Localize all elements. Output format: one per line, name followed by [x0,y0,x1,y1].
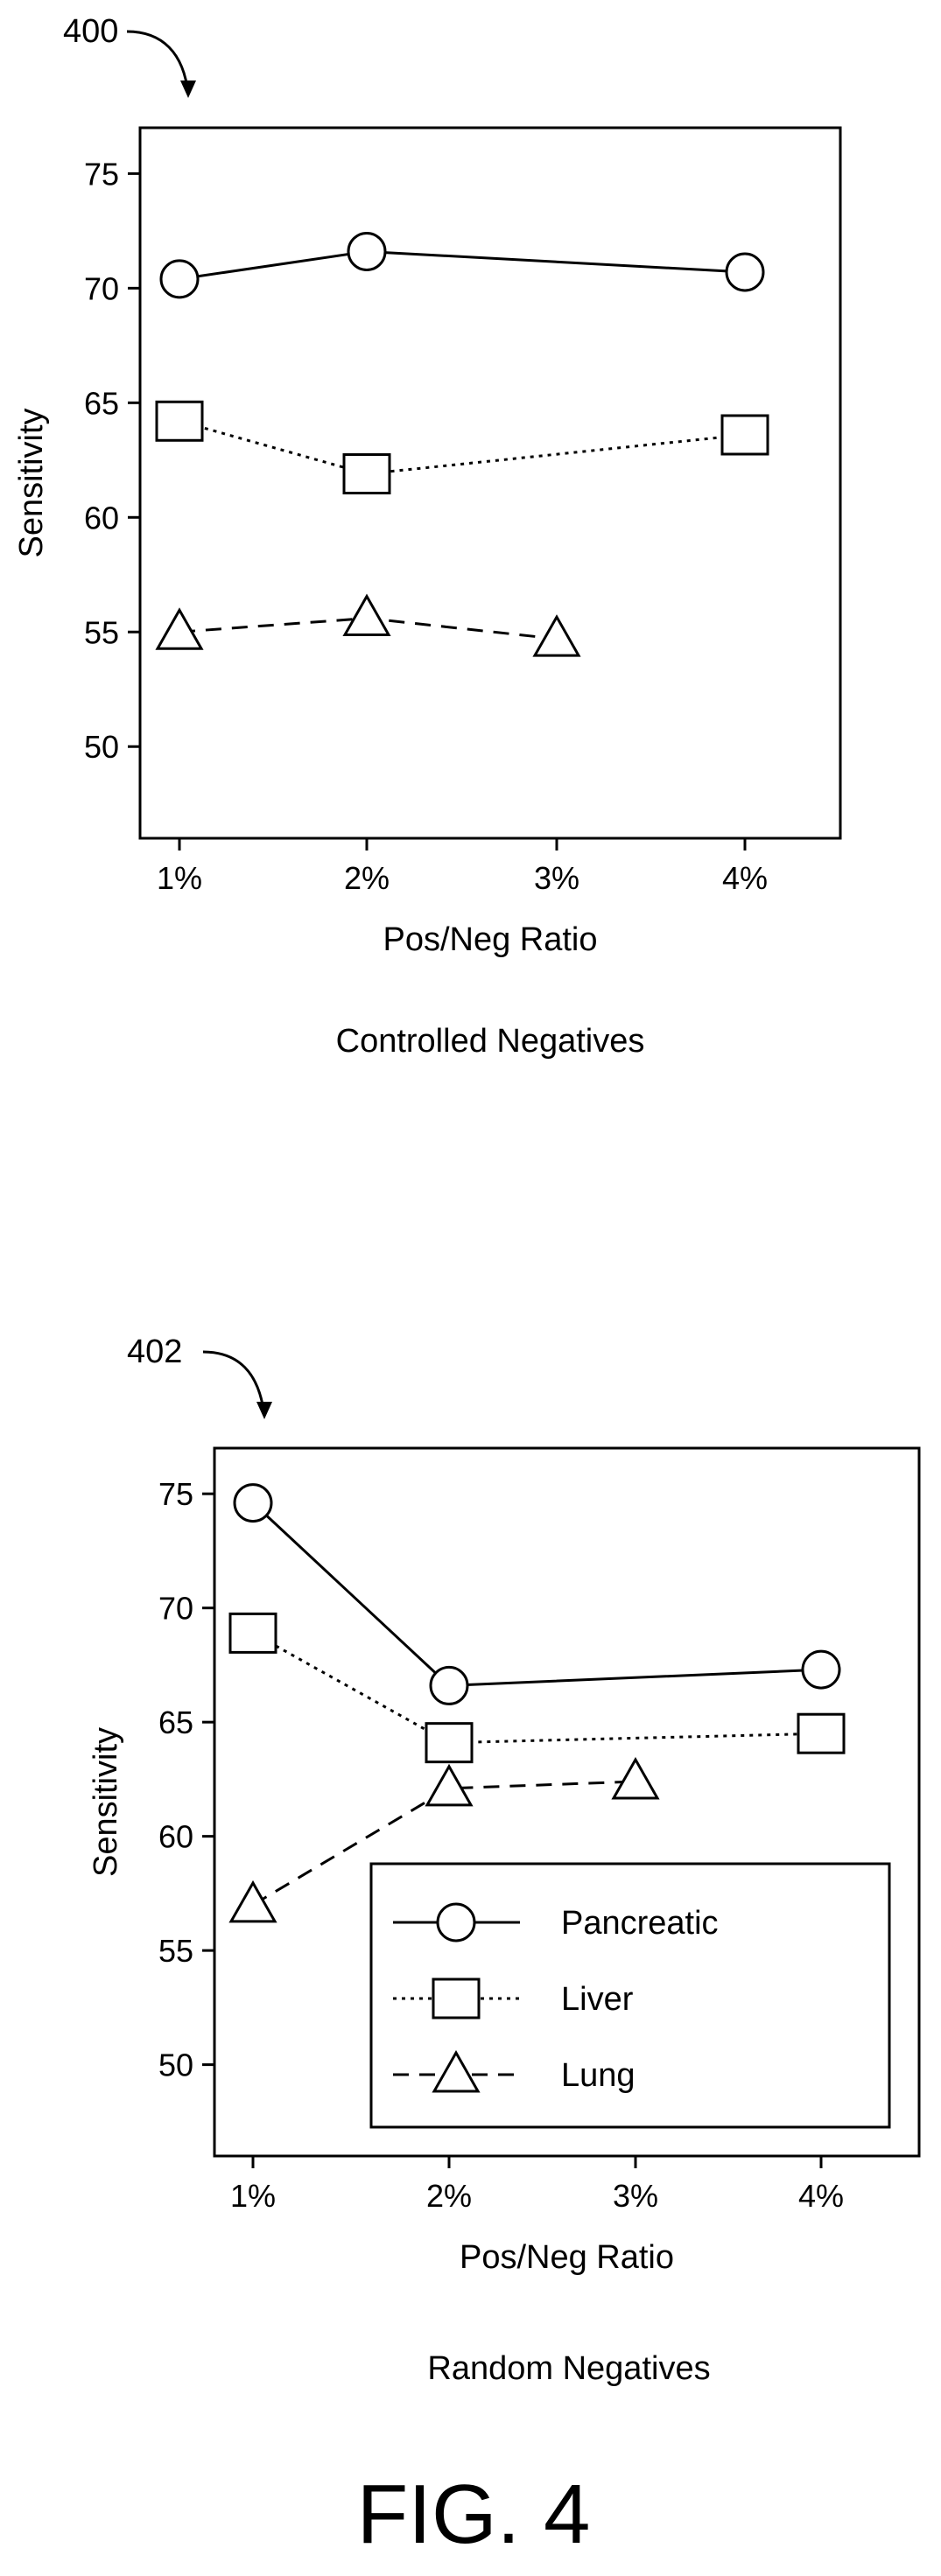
data-point-lung [342,593,391,637]
y-tick-label: 75 [158,1476,193,1512]
chart-caption: Controlled Negatives [336,1023,645,1060]
x-tick-label: 4% [722,860,768,896]
data-point-lung [228,1880,277,1923]
data-point-pancreatic [801,1649,841,1690]
data-point-pancreatic [725,252,765,292]
chart-controlled-negatives: 400 50 55 60 65 70 75 1% 2% 3% 4% Pos/Neg Ratio Sens… [13,13,842,1060]
series-line-liver [179,419,746,476]
chart-legend: Pancreatic Liver Lung [369,1862,891,2129]
data-point-liver [425,1722,474,1764]
data-point-liver [155,400,204,442]
chart-random-negatives: 402 50 55 60 65 70 75 1% 2% 3% 4% Pos/Neg Ratio Sens… [88,1334,921,2387]
legend-marker-pancreatic [436,1902,476,1942]
y-tick-label: 60 [158,1819,193,1855]
data-point-lung [532,614,581,657]
legend-label-liver: Liver [561,1981,634,2018]
legend-label-pancreatic: Pancreatic [561,1905,719,1942]
y-tick-label: 65 [158,1704,193,1740]
y-tick-label: 60 [84,500,119,536]
series-line-pancreatic [179,249,746,281]
reference-label: 402 [127,1334,182,1370]
plot-frame [213,1446,921,2158]
y-tick-label: 50 [84,729,119,765]
data-point-lung [611,1756,660,1800]
y-axis-label: Sensitivity [88,1727,124,1877]
data-point-pancreatic [429,1665,469,1705]
plot-frame [138,126,842,840]
x-tick-label: 1% [230,2178,276,2214]
data-point-liver [720,414,769,456]
reference-arrow [126,30,190,95]
y-axis-label: Sensitivity [13,408,50,557]
data-point-liver [342,453,391,495]
legend-label-lung: Lung [561,2057,636,2094]
x-axis-label: Pos/Neg Ratio [383,921,597,958]
x-tick-label: 3% [534,860,579,896]
x-tick-label: 2% [344,860,390,896]
reference-arrowhead [256,1402,272,1419]
y-tick-label: 75 [84,156,119,192]
y-tick-label: 55 [84,614,119,650]
y-tick-label: 70 [158,1591,193,1627]
figure-label: FIG. 4 [357,2468,591,2561]
x-tick-label: 3% [613,2178,658,2214]
chart-caption: Random Negatives [427,2350,710,2387]
x-tick-label: 2% [426,2178,472,2214]
data-point-liver [228,1612,277,1654]
data-point-pancreatic [347,231,387,271]
x-tick-label: 4% [798,2178,844,2214]
series-line-liver [252,1632,822,1745]
series-line-lung [252,1780,636,1907]
data-point-liver [797,1712,846,1754]
series-line-pancreatic [251,1502,822,1687]
y-tick-label: 70 [84,270,119,306]
legend-marker-lung [432,2049,481,2093]
legend-marker-liver [432,1978,481,2020]
x-tick-label: 1% [157,860,202,896]
data-point-pancreatic [233,1483,273,1523]
y-tick-label: 65 [84,385,119,421]
x-axis-label: Pos/Neg Ratio [460,2239,674,2276]
reference-arrow [202,1350,266,1417]
data-point-pancreatic [159,259,200,299]
data-point-lung [425,1763,474,1807]
y-tick-label: 55 [158,1933,193,1969]
y-tick-label: 50 [158,2048,193,2083]
reference-label: 400 [63,13,118,50]
data-point-lung [155,607,204,650]
reference-arrowhead [180,80,196,98]
